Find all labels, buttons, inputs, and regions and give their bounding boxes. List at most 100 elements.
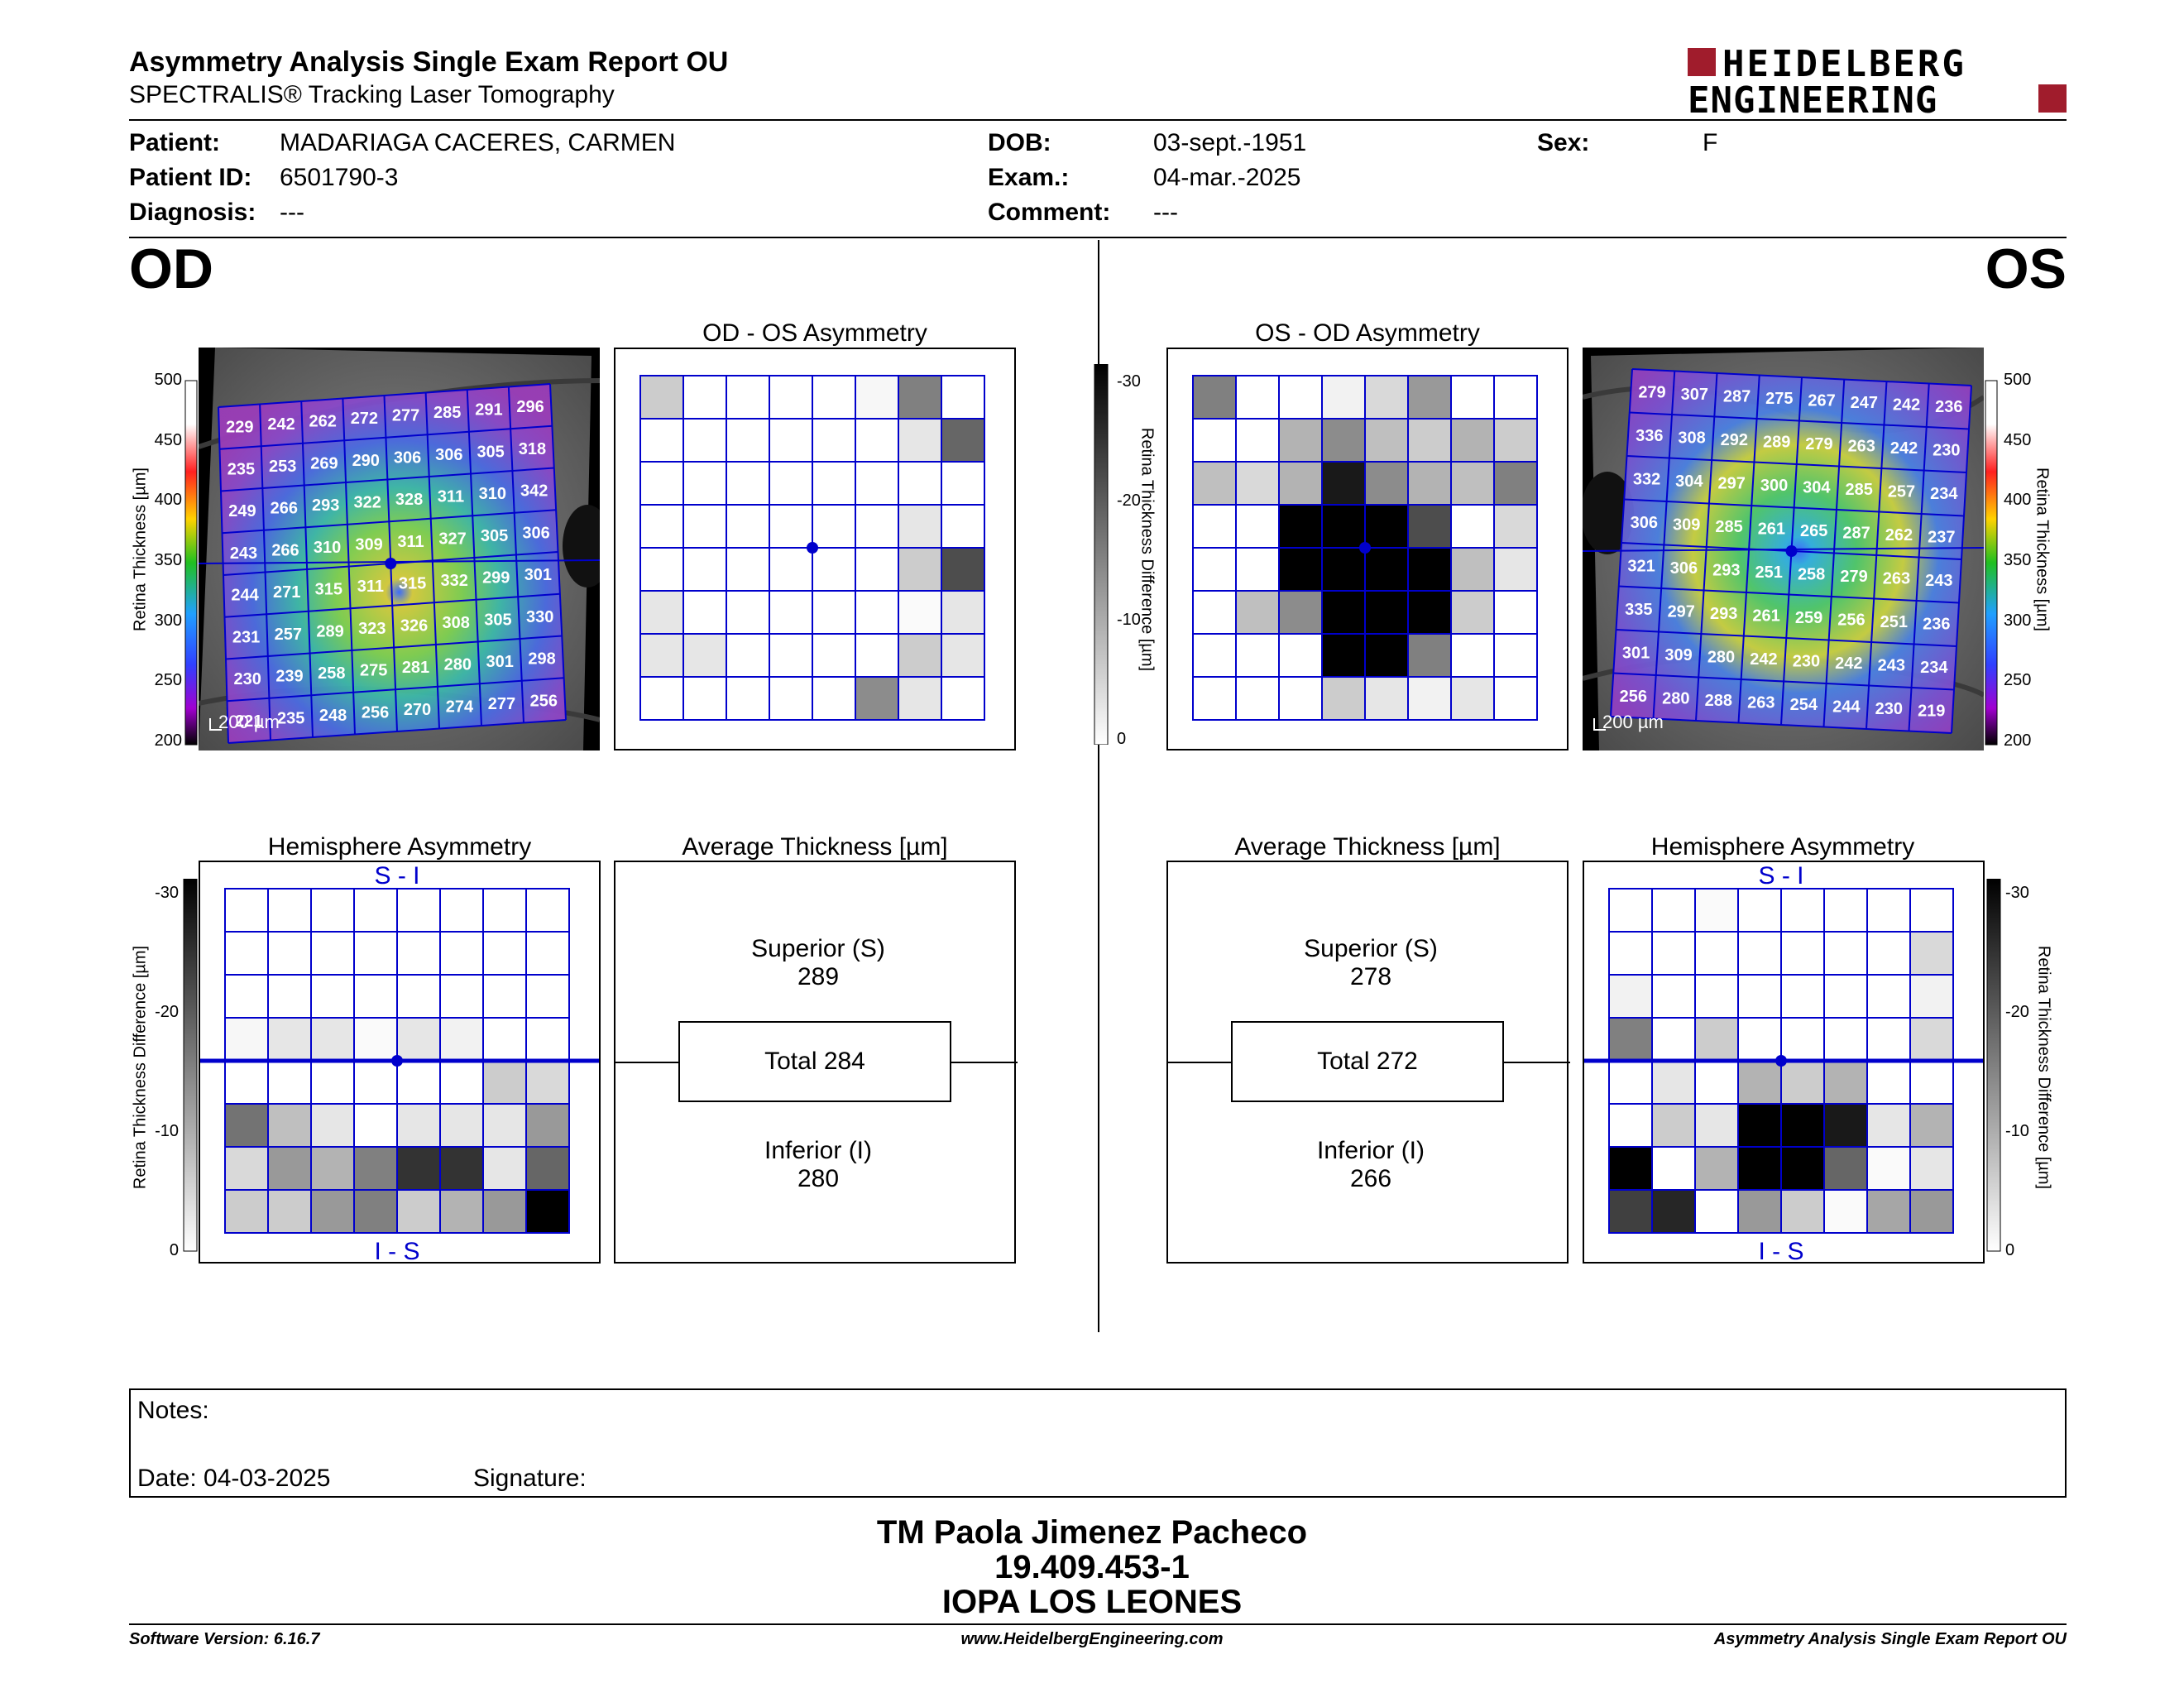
grid-cell [1694, 888, 1739, 933]
map-grid-line [1613, 672, 1955, 691]
thickness-value: 315 [315, 581, 342, 599]
thickness-value: 293 [312, 496, 339, 515]
grid-cell [639, 375, 684, 420]
grid-cell [769, 375, 813, 420]
thickness-value: 304 [1675, 472, 1703, 491]
thickness-value: 305 [477, 443, 504, 461]
thickness-value: 263 [1883, 570, 1910, 588]
thickness-value: 258 [318, 664, 345, 683]
thickness-value: 256 [530, 692, 558, 710]
grid-cell [855, 504, 899, 549]
grid-cell [1450, 375, 1495, 420]
grid-cell [439, 1017, 484, 1062]
grid-cell [267, 974, 312, 1019]
axis-tick-label: 300 [2004, 611, 2032, 630]
grid-cell [941, 547, 985, 592]
thickness-value: 267 [1808, 392, 1835, 410]
os-total: Total 272 [1317, 1048, 1418, 1075]
map-grid-line [1908, 383, 1930, 731]
grid-cell [1192, 590, 1237, 635]
grid-cell [1321, 461, 1366, 506]
grid-cell [1737, 1146, 1782, 1191]
thickness-value: 230 [1933, 442, 1960, 460]
grid-cell [726, 504, 770, 549]
grid-cell [310, 1060, 355, 1105]
axis-tick-label: -10 [155, 1122, 179, 1140]
thickness-value: 288 [1705, 692, 1732, 710]
thickness-value: 297 [1668, 603, 1695, 621]
grid-cell [855, 633, 899, 678]
grid-cell [682, 547, 727, 592]
grid-cell [1493, 375, 1538, 420]
grid-cell [267, 1103, 312, 1148]
od-total-box: Total 284 [678, 1021, 951, 1102]
grid-cell [1694, 1189, 1739, 1234]
grid-cell [1866, 1017, 1911, 1062]
grid-cell [525, 1060, 570, 1105]
thickness-value: 256 [1620, 688, 1647, 706]
grid-cell [682, 676, 727, 721]
thickness-value: 305 [481, 527, 508, 545]
thickness-value: 290 [352, 452, 380, 470]
fovea-marker [807, 542, 818, 554]
grid-cell [1364, 547, 1409, 592]
thickness-value: 299 [482, 569, 510, 587]
grid-cell [525, 931, 570, 976]
thickness-value: 298 [528, 650, 555, 669]
grid-cell [812, 418, 856, 463]
thickness-value: 269 [310, 454, 338, 472]
grid-cell [941, 461, 985, 506]
thickness-value: 307 [1681, 386, 1708, 404]
grid-cell [1192, 418, 1237, 463]
notes-box[interactable]: Notes: Date: 04-03-2025 Signature: [129, 1388, 2067, 1498]
grid-cell [1278, 633, 1323, 678]
os-total-box: Total 272 [1231, 1021, 1504, 1102]
signature-rut: 19.409.453-1 [994, 1549, 1190, 1585]
fovea-marker [391, 1055, 403, 1067]
grid-cell [353, 1060, 398, 1105]
grid-cell [1737, 974, 1782, 1019]
grid-cell [267, 931, 312, 976]
thickness-value: 243 [1925, 572, 1952, 590]
footer-website[interactable]: www.HeidelbergEngineering.com [960, 1630, 1224, 1648]
axis-tick-label: 0 [2005, 1241, 2015, 1259]
grid-cell [482, 931, 527, 976]
od-hemi-scale: -30 -20 -10 0 [141, 870, 199, 1268]
grid-cell [1450, 504, 1495, 549]
thickness-value: 242 [267, 415, 295, 434]
os-hemi-title: Hemisphere Asymmetry [1650, 833, 1915, 861]
thickness-value: 237 [1928, 529, 1955, 547]
grid-cell [1823, 1103, 1868, 1148]
os-fundus-svg: 279 307 287 275 267 247 242 236 336 308 292 289 279 2… [1581, 348, 1985, 750]
grid-cell [1909, 1146, 1954, 1191]
grid-cell [1493, 547, 1538, 592]
thickness-value: 293 [1710, 605, 1737, 623]
grid-cell [310, 1103, 355, 1148]
grid-cell [1192, 375, 1237, 420]
grid-cell [439, 974, 484, 1019]
dob-value: 03-sept.-1951 [1153, 129, 1307, 156]
grid-cell [310, 931, 355, 976]
grid-cell [726, 461, 770, 506]
grid-cell [1321, 590, 1366, 635]
thickness-value: 315 [399, 575, 426, 593]
diagnosis-value: --- [280, 199, 304, 226]
axis-tick-label: 250 [2004, 671, 2032, 690]
grid-cell [1493, 418, 1538, 463]
thickness-value: 332 [1633, 471, 1660, 489]
signature-name: TM Paola Jimenez Pacheco [876, 1514, 1308, 1551]
thickness-value: 235 [228, 460, 255, 478]
grid-cell [1450, 633, 1495, 678]
axis-tick-label: -20 [1117, 492, 1141, 510]
grid-cell [396, 1146, 441, 1191]
os-thickness-scale: 500 450 400 350 300 250 200 [1984, 348, 2075, 753]
grid-cell [1780, 1060, 1825, 1105]
grid-cell [1823, 1189, 1868, 1234]
notes-label: Notes: [137, 1397, 209, 1424]
os-inf-label: Inferior (I) [1316, 1137, 1425, 1164]
date-label: Date: 04-03-2025 [137, 1465, 331, 1492]
grid-cell [1651, 1189, 1696, 1234]
thickness-value: 258 [1798, 566, 1825, 584]
grid-cell [224, 1060, 269, 1105]
thickness-value: 304 [1803, 479, 1831, 497]
